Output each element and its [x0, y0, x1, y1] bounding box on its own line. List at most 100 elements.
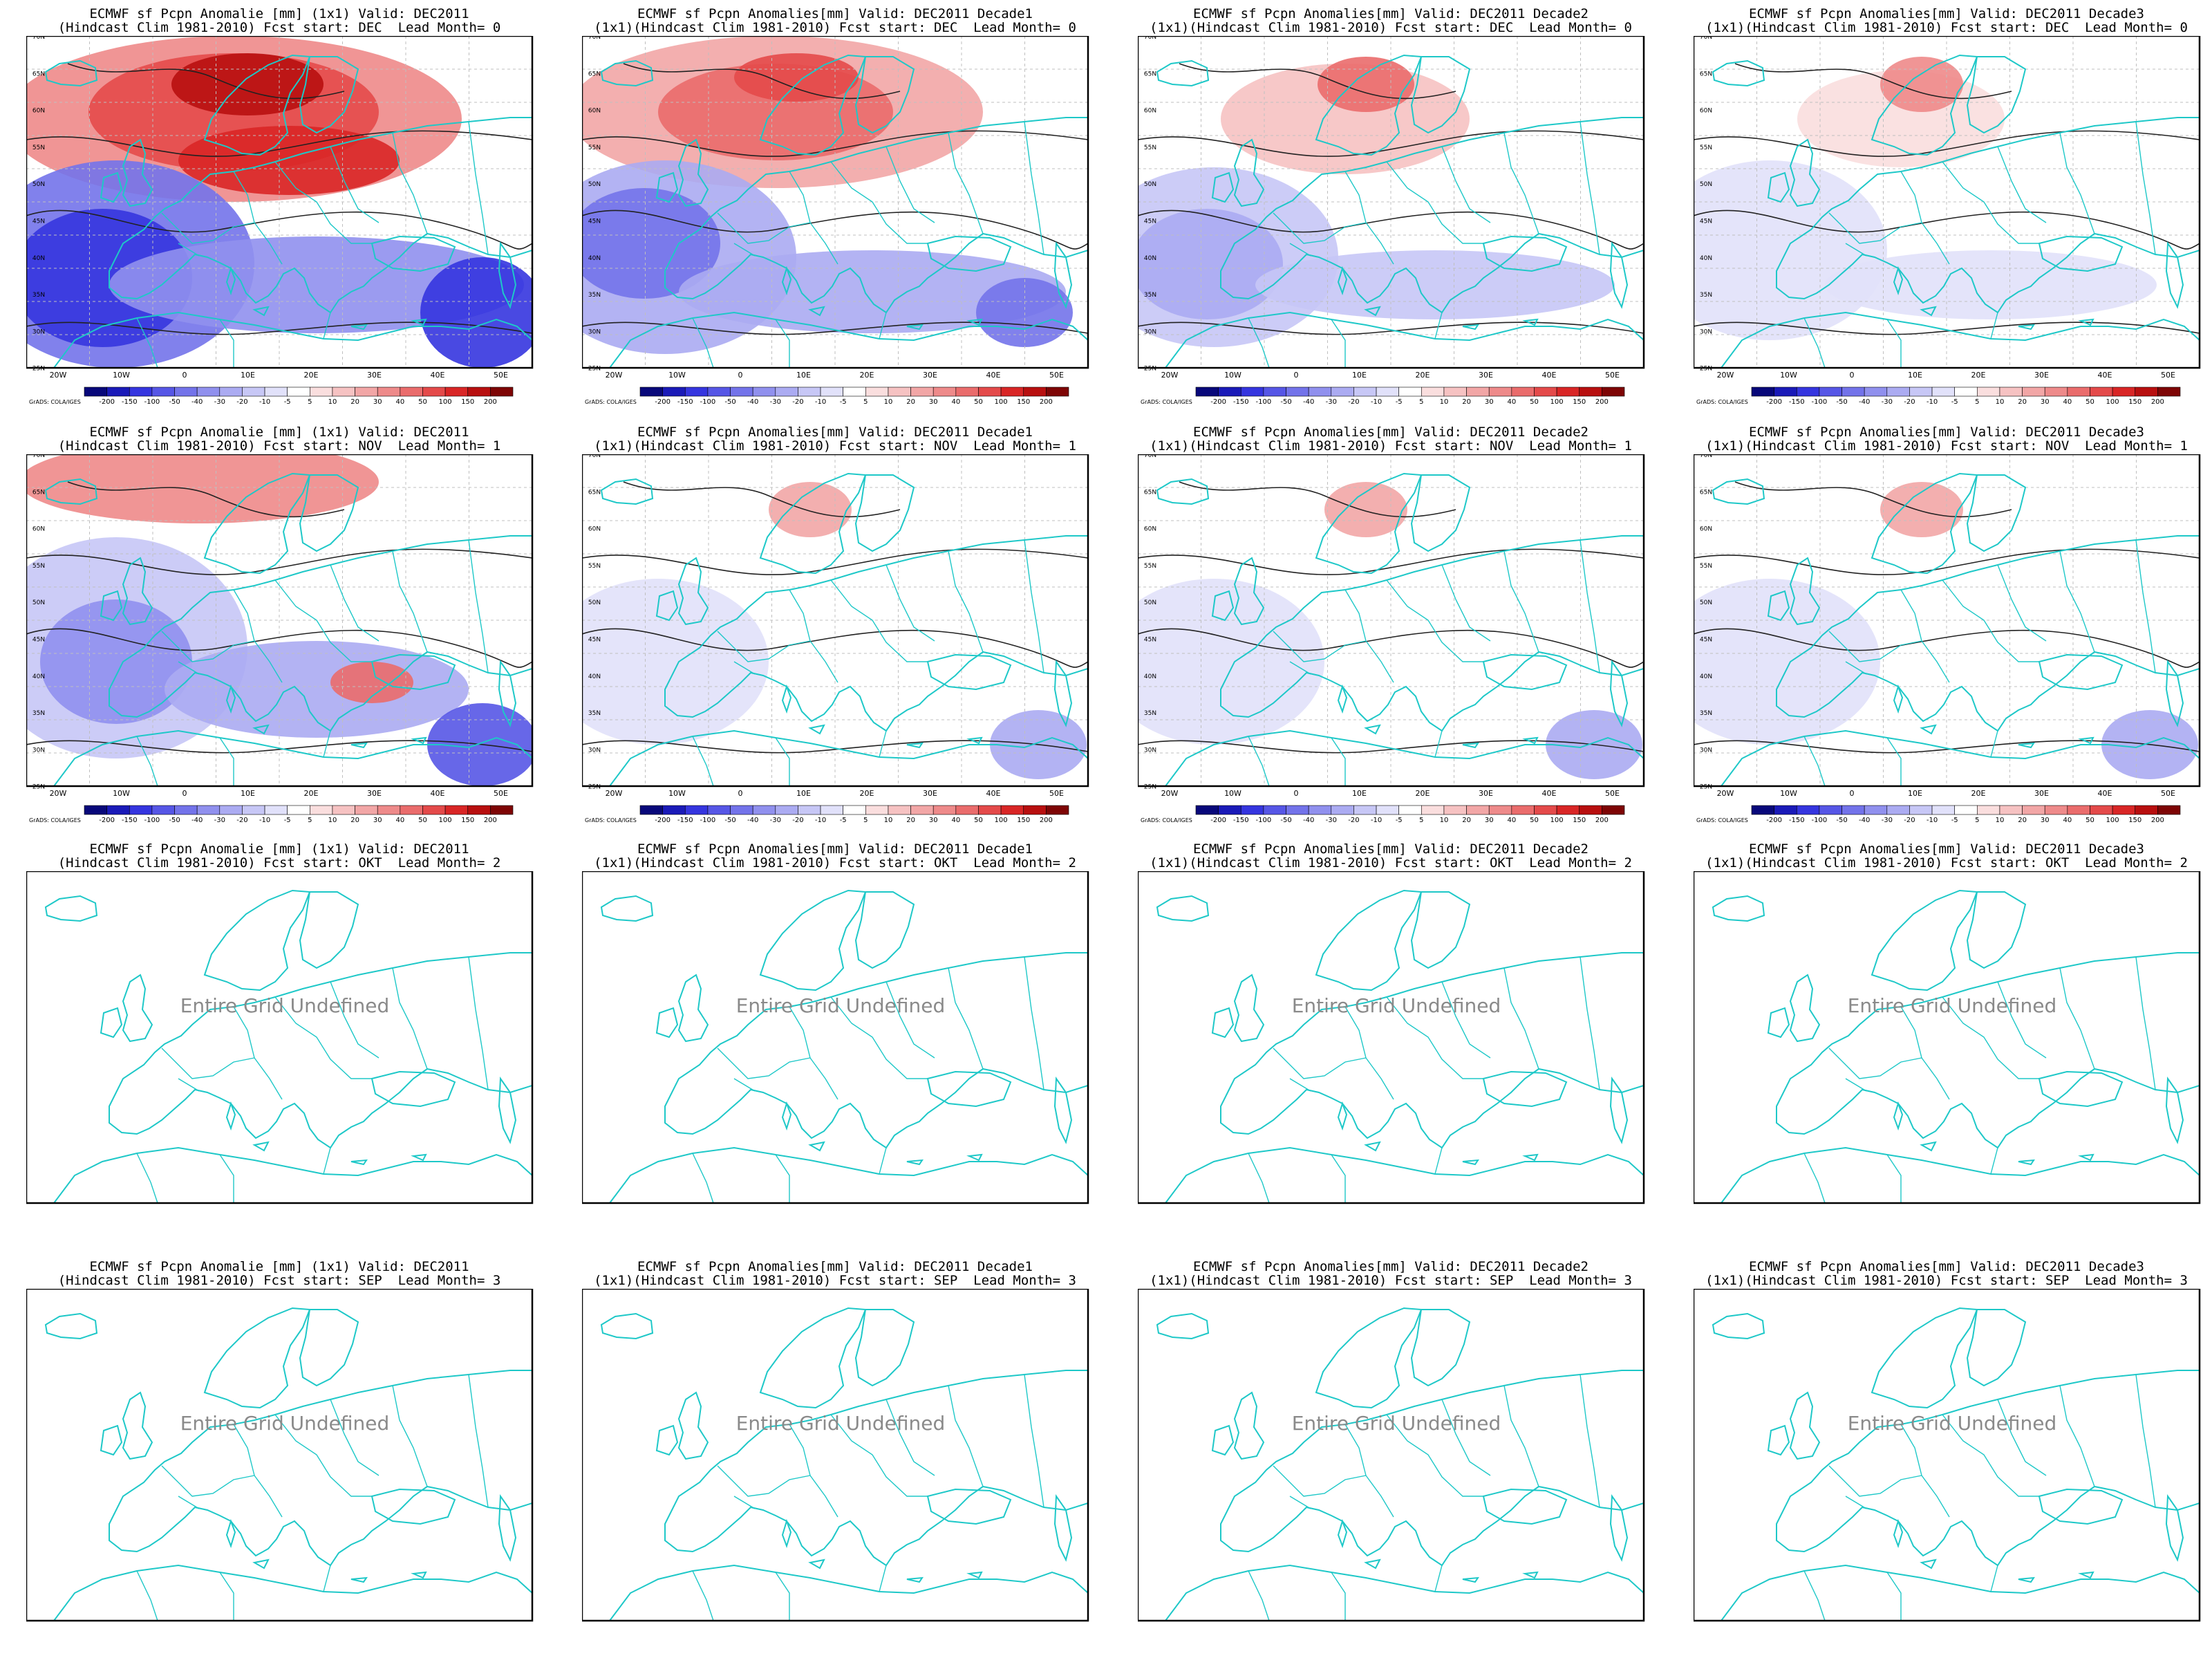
precipitation-anomaly-map: 20W 10W 0 10E 20E 30E 40E 50E 70N 65N 60N 55N 50N 45N…: [1694, 36, 2201, 406]
legend-color-swatch: [264, 805, 288, 815]
lat-tick-label: 30N: [1700, 747, 1712, 754]
lon-tick-label: 40E: [986, 789, 1001, 798]
legend-level-label: 100: [2106, 817, 2119, 824]
legend-level-label: 20: [2018, 398, 2027, 406]
legend-level-label: 200: [1040, 817, 1053, 824]
legend-level-label: -30: [1882, 817, 1893, 824]
lon-tick-label: 0: [182, 789, 187, 798]
legend-level-label: -150: [122, 398, 138, 406]
legend-color-swatch: [752, 805, 776, 815]
legend-color-swatch: [310, 387, 333, 397]
legend-level-label: 200: [484, 817, 497, 824]
contour-line: [1179, 481, 1456, 518]
legend-color-swatch: [310, 805, 333, 815]
precipitation-anomaly-map: 20W 10W 0 10E 20E 30E 40E 50E 70N 65N 60N 55N 50N 45N…: [26, 36, 534, 406]
legend-color-swatch: [84, 805, 107, 815]
lon-tick-label: 50E: [1605, 371, 1620, 380]
lon-tick-label: 30E: [2034, 789, 2049, 798]
legend-color-swatch: [1841, 805, 1865, 815]
lat-tick-label: 30N: [1700, 328, 1712, 335]
legend-level-label: 30: [1485, 817, 1494, 824]
legend-color-swatch: [1864, 805, 1888, 815]
anomaly-shading: [40, 599, 192, 724]
precipitation-anomaly-map: Entire Grid Undefined: [26, 1289, 534, 1622]
contour-line: [26, 210, 532, 250]
anomaly-shading: [582, 188, 720, 299]
lat-tick-label: 60N: [32, 526, 45, 533]
legend-level-label: 200: [1595, 817, 1609, 824]
legend-color-swatch: [174, 805, 198, 815]
legend-color-swatch: [1023, 387, 1047, 397]
panel-subtitle: (1x1)(Hindcast Clim 1981-2010) Fcst star…: [594, 20, 1076, 35]
map-frame: [26, 871, 534, 1204]
map-frame: [1694, 36, 2201, 369]
legend-level-label: -10: [259, 817, 270, 824]
legend-color-swatch: [707, 387, 731, 397]
lat-tick-label: 35N: [32, 292, 45, 299]
contour-line: [1734, 63, 2012, 100]
legend-level-label: -10: [1927, 817, 1938, 824]
legend-level-label: 150: [1017, 817, 1030, 824]
lat-tick-label: 25N: [32, 366, 45, 373]
lon-tick-label: 30E: [367, 789, 382, 798]
legend-level-label: -20: [792, 817, 803, 824]
lat-tick-label: 70N: [1144, 454, 1156, 459]
legend-color-swatch: [355, 387, 378, 397]
lat-tick-label: 65N: [1144, 71, 1156, 77]
legend-color-swatch: [1353, 805, 1377, 815]
precipitation-anomaly-map: Entire Grid Undefined: [26, 871, 534, 1204]
contour-line: [26, 740, 532, 754]
map-panel: ECMWF sf Pcpn Anomalies[mm] Valid: DEC20…: [1138, 842, 1691, 1257]
contour-line: [582, 210, 1088, 250]
legend-level-label: 30: [929, 817, 938, 824]
panel-title: ECMWF sf Pcpn Anomalie [mm] (1x1) Valid:…: [89, 841, 469, 857]
lat-tick-label: 50N: [588, 599, 601, 606]
contour-line: [1138, 740, 1644, 754]
legend-level-label: -50: [724, 398, 735, 406]
map-frame: [1694, 1289, 2201, 1622]
legend-color-swatch: [2044, 387, 2068, 397]
map-panel: ECMWF sf Pcpn Anomalie [mm] (1x1) Valid:…: [26, 1260, 579, 1675]
legend-color-swatch: [219, 387, 243, 397]
lat-tick-label: 60N: [1700, 108, 1712, 115]
legend-level-label: 40: [2063, 817, 2072, 824]
lat-tick-label: 50N: [1144, 181, 1156, 188]
lat-tick-label: 60N: [1144, 108, 1156, 115]
legend-level-label: 10: [1996, 817, 2005, 824]
legend-level-label: 150: [1573, 398, 1586, 406]
contour-line: [582, 628, 1088, 668]
lat-tick-label: 45N: [1700, 218, 1712, 225]
grads-credit: GrADS: COLA/IGES: [585, 817, 637, 823]
grads-credit: GrADS: COLA/IGES: [1696, 399, 1748, 405]
lon-tick-label: 20W: [1161, 789, 1179, 798]
legend-color-swatch: [1579, 805, 1602, 815]
precipitation-anomaly-map: 20W 10W 0 10E 20E 30E 40E 50E 70N 65N 60N 55N 50N 45N…: [26, 454, 534, 824]
lat-tick-label: 45N: [1144, 218, 1156, 225]
legend-color-swatch: [2112, 805, 2136, 815]
legend-color-swatch: [1000, 387, 1024, 397]
legend-color-swatch: [1602, 805, 1625, 815]
legend-level-label: 40: [1507, 398, 1516, 406]
precipitation-anomaly-map: 20W 10W 0 10E 20E 30E 40E 50E 70N 65N 60N 55N 50N 45N…: [582, 36, 1089, 406]
legend-level-label: -100: [1256, 398, 1272, 406]
legend-level-label: 150: [461, 817, 474, 824]
panel-title: ECMWF sf Pcpn Anomalies[mm] Valid: DEC20…: [1749, 6, 2144, 21]
legend-level-label: 30: [373, 398, 382, 406]
legend-color-swatch: [2090, 805, 2113, 815]
panel-subtitle: (1x1)(Hindcast Clim 1981-2010) Fcst star…: [1705, 438, 2188, 454]
lon-tick-label: 50E: [1605, 789, 1620, 798]
panel-subtitle: (1x1)(Hindcast Clim 1981-2010) Fcst star…: [1705, 1273, 2188, 1288]
lat-tick-label: 40N: [32, 255, 45, 262]
legend-color-swatch: [2090, 387, 2113, 397]
legend-level-label: 40: [2063, 398, 2072, 406]
legend-color-swatch: [1263, 387, 1286, 397]
legend-color-swatch: [775, 387, 798, 397]
legend-color-swatch: [1751, 805, 1774, 815]
legend-color-swatch: [888, 387, 911, 397]
anomaly-shading: [1825, 250, 2157, 319]
legend-level-label: 150: [2128, 398, 2141, 406]
lon-tick-label: 50E: [1049, 371, 1064, 380]
legend-color-swatch: [2067, 387, 2090, 397]
contour-line: [1138, 322, 1644, 335]
